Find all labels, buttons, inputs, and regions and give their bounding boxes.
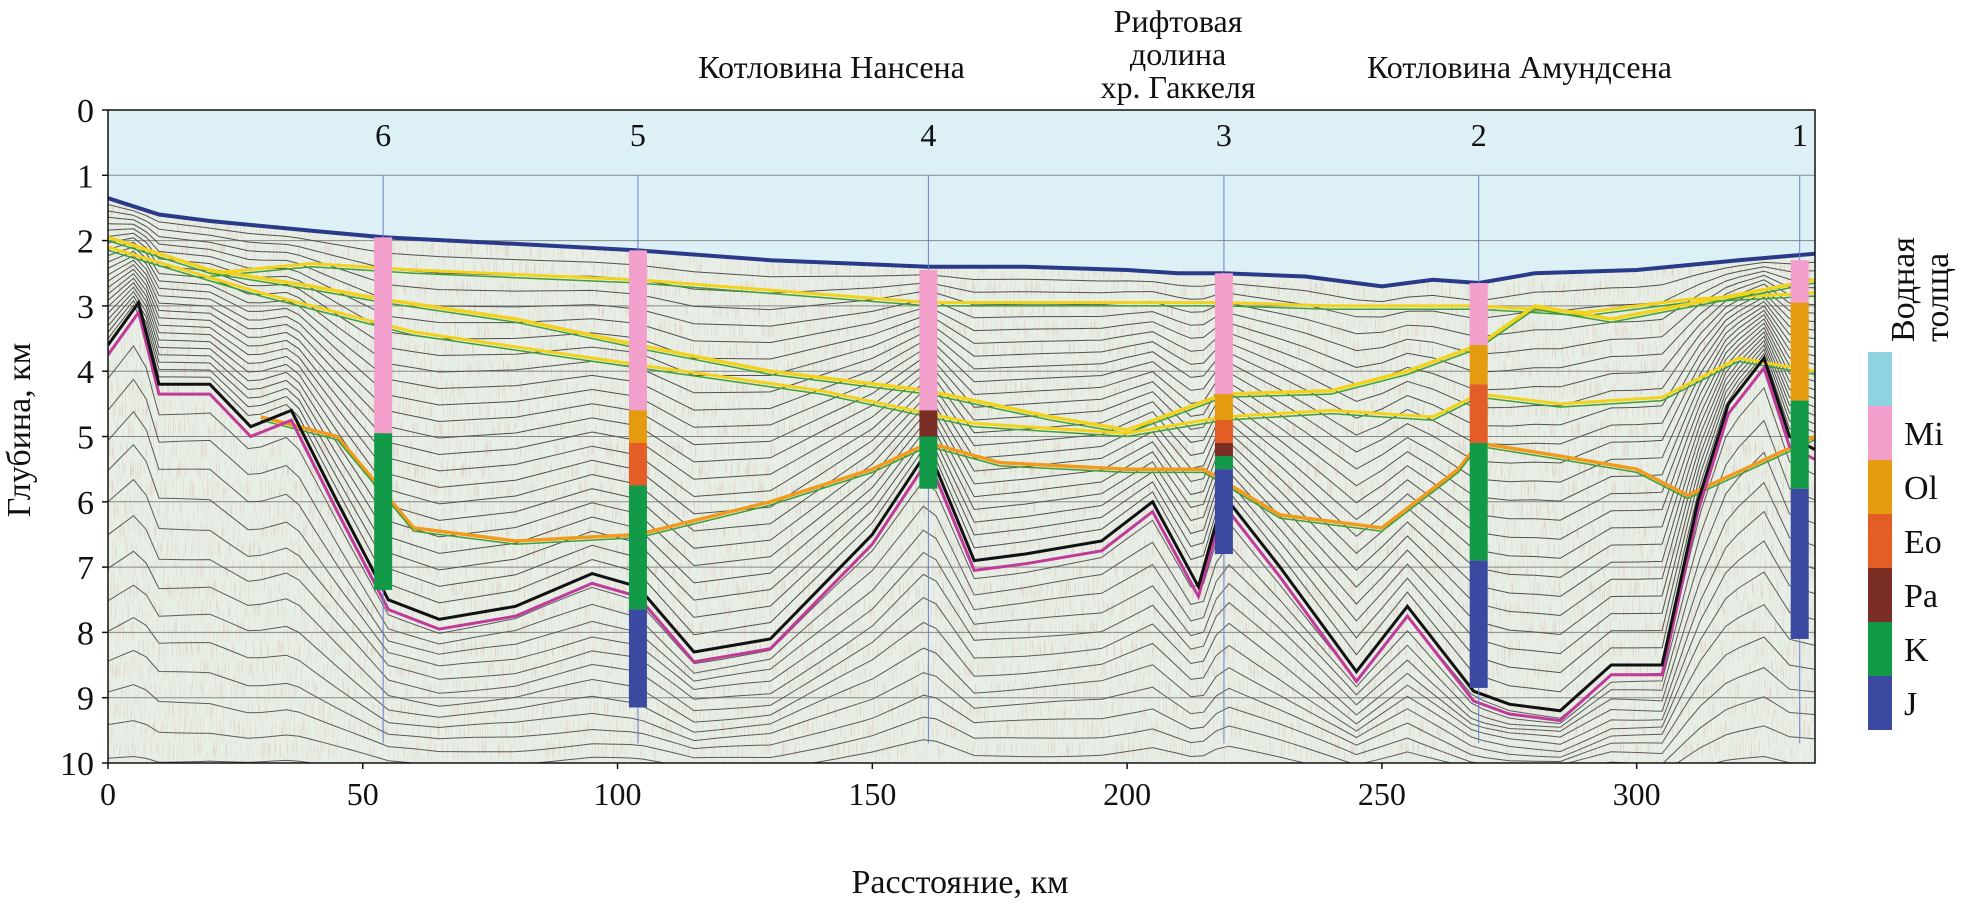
water-column (108, 110, 1815, 287)
well-2-Eo (1469, 384, 1488, 444)
well-2-J (1469, 560, 1488, 688)
well-3-Ol (1214, 394, 1233, 421)
well-1-K (1790, 400, 1809, 489)
well-1-label: 1 (1792, 117, 1808, 153)
x-tick-label: 250 (1358, 776, 1406, 812)
legend-label-K: K (1904, 632, 1929, 669)
well-3-Eo (1214, 420, 1233, 444)
x-tick-label: 100 (594, 776, 642, 812)
horizon-shallow_yellow (209, 261, 1815, 314)
y-tick-label: 4 (77, 354, 94, 391)
well-5-K (628, 485, 647, 610)
x-axis-label: Расстояние, км (851, 864, 1068, 901)
well-5-label: 5 (630, 117, 646, 153)
legend-swatch-J (1868, 676, 1892, 730)
y-tick-label: 1 (77, 158, 94, 195)
well-5-Eo (628, 443, 647, 486)
y-axis-label: Глубина, км (1, 343, 38, 517)
legend-swatch-K (1868, 622, 1892, 676)
horizon-deep_orange (260, 415, 1815, 543)
legend-swatch-Pa (1868, 568, 1892, 622)
well-3-label: 3 (1216, 117, 1232, 153)
legend-label-Pa: Pa (1904, 578, 1938, 615)
x-tick-label: 200 (1103, 776, 1151, 812)
wells (374, 175, 1809, 744)
acoustic-basement-line (108, 299, 1815, 713)
horizon-base_miocene-underline (108, 239, 1815, 434)
well-labels: 6 5 4 3 2 1 (375, 117, 1808, 153)
y-axis-ticks: 0 1 2 3 4 5 6 7 8 9 10 (60, 93, 108, 783)
well-4-label: 4 (920, 117, 936, 153)
horizon-base_miocene (108, 235, 1815, 432)
y-tick-label: 8 (77, 615, 94, 652)
region-label: Рифтовая долина хр. Гаккеля (1101, 3, 1256, 105)
region-labels: Котловина Нансена Рифтовая долина хр. Гакке… (698, 3, 1672, 105)
region-label: Котловина Нансена (698, 49, 965, 85)
legend-label-Ol: Ol (1904, 470, 1938, 507)
well-5-J (628, 609, 647, 708)
well-5-Ol (628, 410, 647, 444)
well-3-Mi (1214, 273, 1233, 395)
well-3-J (1214, 469, 1233, 555)
plot-area (107, 109, 1816, 764)
legend-label-J: J (1904, 686, 1917, 723)
well-5-Mi (628, 250, 647, 411)
well-1-Mi (1790, 260, 1809, 303)
legend: Воднаятолща Mi Ol Eo Pa KJ (1868, 237, 1956, 730)
well-2-Mi (1469, 283, 1488, 346)
well-1-Ol (1790, 302, 1809, 401)
x-axis-ticks: 0 50 100 150 200 250 300 (100, 763, 1661, 812)
y-tick-label: 9 (77, 681, 94, 718)
y-tick-label: 5 (77, 420, 94, 457)
y-tick-label: 6 (77, 485, 94, 522)
horizon-shallow_yellow-underline (209, 265, 1815, 317)
well-4-K (919, 436, 938, 489)
x-tick-label: 50 (347, 776, 379, 812)
y-tick-label: 3 (77, 289, 94, 326)
legend-label-Eo: Eo (1904, 524, 1942, 561)
x-tick-label: 150 (848, 776, 896, 812)
legend-label-Mi: Mi (1904, 416, 1944, 453)
well-2-K (1469, 443, 1488, 561)
legend-swatch-water (1868, 352, 1892, 406)
well-6-Mi (374, 237, 393, 434)
y-tick-label: 2 (77, 224, 94, 261)
well-6-K (374, 433, 393, 590)
x-tick-label: 300 (1613, 776, 1661, 812)
y-tick-label: 7 (77, 550, 94, 587)
y-tick-label: 0 (77, 93, 94, 130)
well-3-K (1214, 456, 1233, 470)
basement-horizon (108, 308, 1815, 723)
well-3-Pa (1214, 443, 1233, 457)
legend-swatch-Ol (1868, 460, 1892, 514)
horizons (108, 196, 1815, 723)
x-tick-label: 0 (100, 776, 116, 812)
legend-swatch-Eo (1868, 514, 1892, 568)
well-2-label: 2 (1471, 117, 1487, 153)
well-2-Ol (1469, 345, 1488, 385)
region-label: Котловина Амундсена (1367, 49, 1672, 85)
horizon-deep_orange-underline (260, 419, 1815, 545)
well-4-Pa (919, 410, 938, 437)
well-1-J (1790, 488, 1809, 639)
well-4-Mi (919, 269, 938, 411)
seafloor-line (108, 196, 1815, 289)
legend-swatch-Mi (1868, 406, 1892, 460)
y-tick-label: 10 (60, 746, 94, 783)
well-6-label: 6 (375, 117, 391, 153)
legend-water-label: Воднаятолща (1885, 237, 1956, 342)
